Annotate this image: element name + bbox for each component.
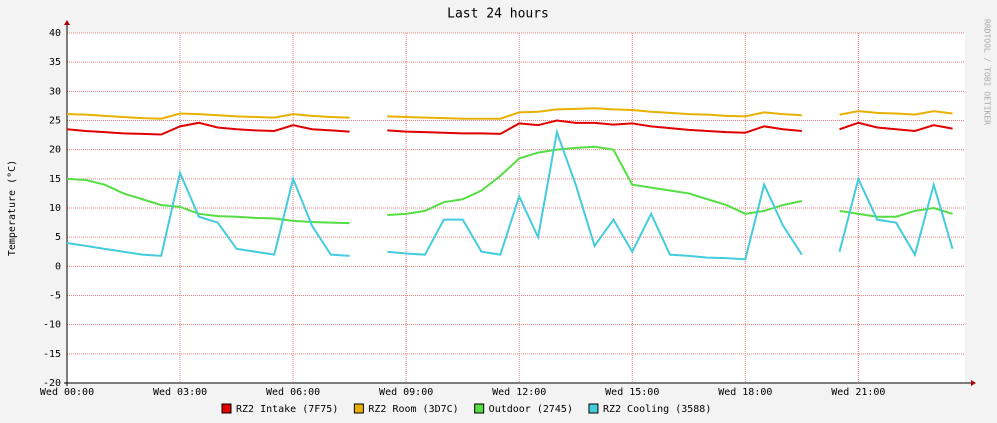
legend-label: RZ2 Cooling (3588)	[603, 404, 711, 415]
y-tick-label: -10	[43, 320, 61, 331]
y-tick-label: 40	[49, 28, 61, 39]
y-tick-label: -15	[43, 349, 61, 360]
series-line	[66, 128, 954, 261]
legend-label: RZ2 Room (3D7C)	[368, 404, 458, 415]
chart-title: Last 24 hours	[447, 7, 549, 22]
y-tick-label: 35	[49, 57, 61, 68]
legend-swatch	[474, 403, 485, 414]
y-tick-label: -5	[49, 291, 61, 302]
x-tick-label: Wed 15:00	[605, 387, 659, 398]
y-tick-label: 25	[49, 116, 61, 127]
y-tick-label: 5	[55, 232, 61, 243]
x-tick-label: Wed 09:00	[379, 387, 433, 398]
x-tick-label: Wed 18:00	[718, 387, 772, 398]
x-tick-label: Wed 03:00	[153, 387, 207, 398]
x-tick-label: Wed 00:00	[40, 387, 94, 398]
y-tick-label: -20	[43, 378, 61, 389]
y-tick-label: 10	[49, 203, 61, 214]
axis-arrow	[971, 380, 976, 386]
series-line	[66, 107, 953, 120]
series-line	[66, 145, 953, 225]
y-axis-label: Temperature (°C)	[7, 160, 18, 256]
legend-swatch	[353, 403, 364, 414]
watermark: RRDTOOL / TOBI OETIKER	[983, 19, 992, 125]
x-tick-label: Wed 12:00	[492, 387, 546, 398]
series-line	[66, 119, 953, 136]
legend-swatch	[221, 403, 232, 414]
x-tick-label: Wed 06:00	[266, 387, 320, 398]
axis-arrow	[64, 20, 70, 25]
x-tick-label: Wed 21:00	[831, 387, 885, 398]
y-tick-label: 15	[49, 174, 61, 185]
y-tick-label: 20	[49, 145, 61, 156]
legend-label: Outdoor (2745)	[489, 404, 573, 415]
legend-label: RZ2 Intake (7F75)	[236, 404, 338, 415]
y-tick-label: 30	[49, 86, 61, 97]
legend-swatch	[588, 403, 599, 414]
y-tick-label: 0	[55, 261, 61, 272]
